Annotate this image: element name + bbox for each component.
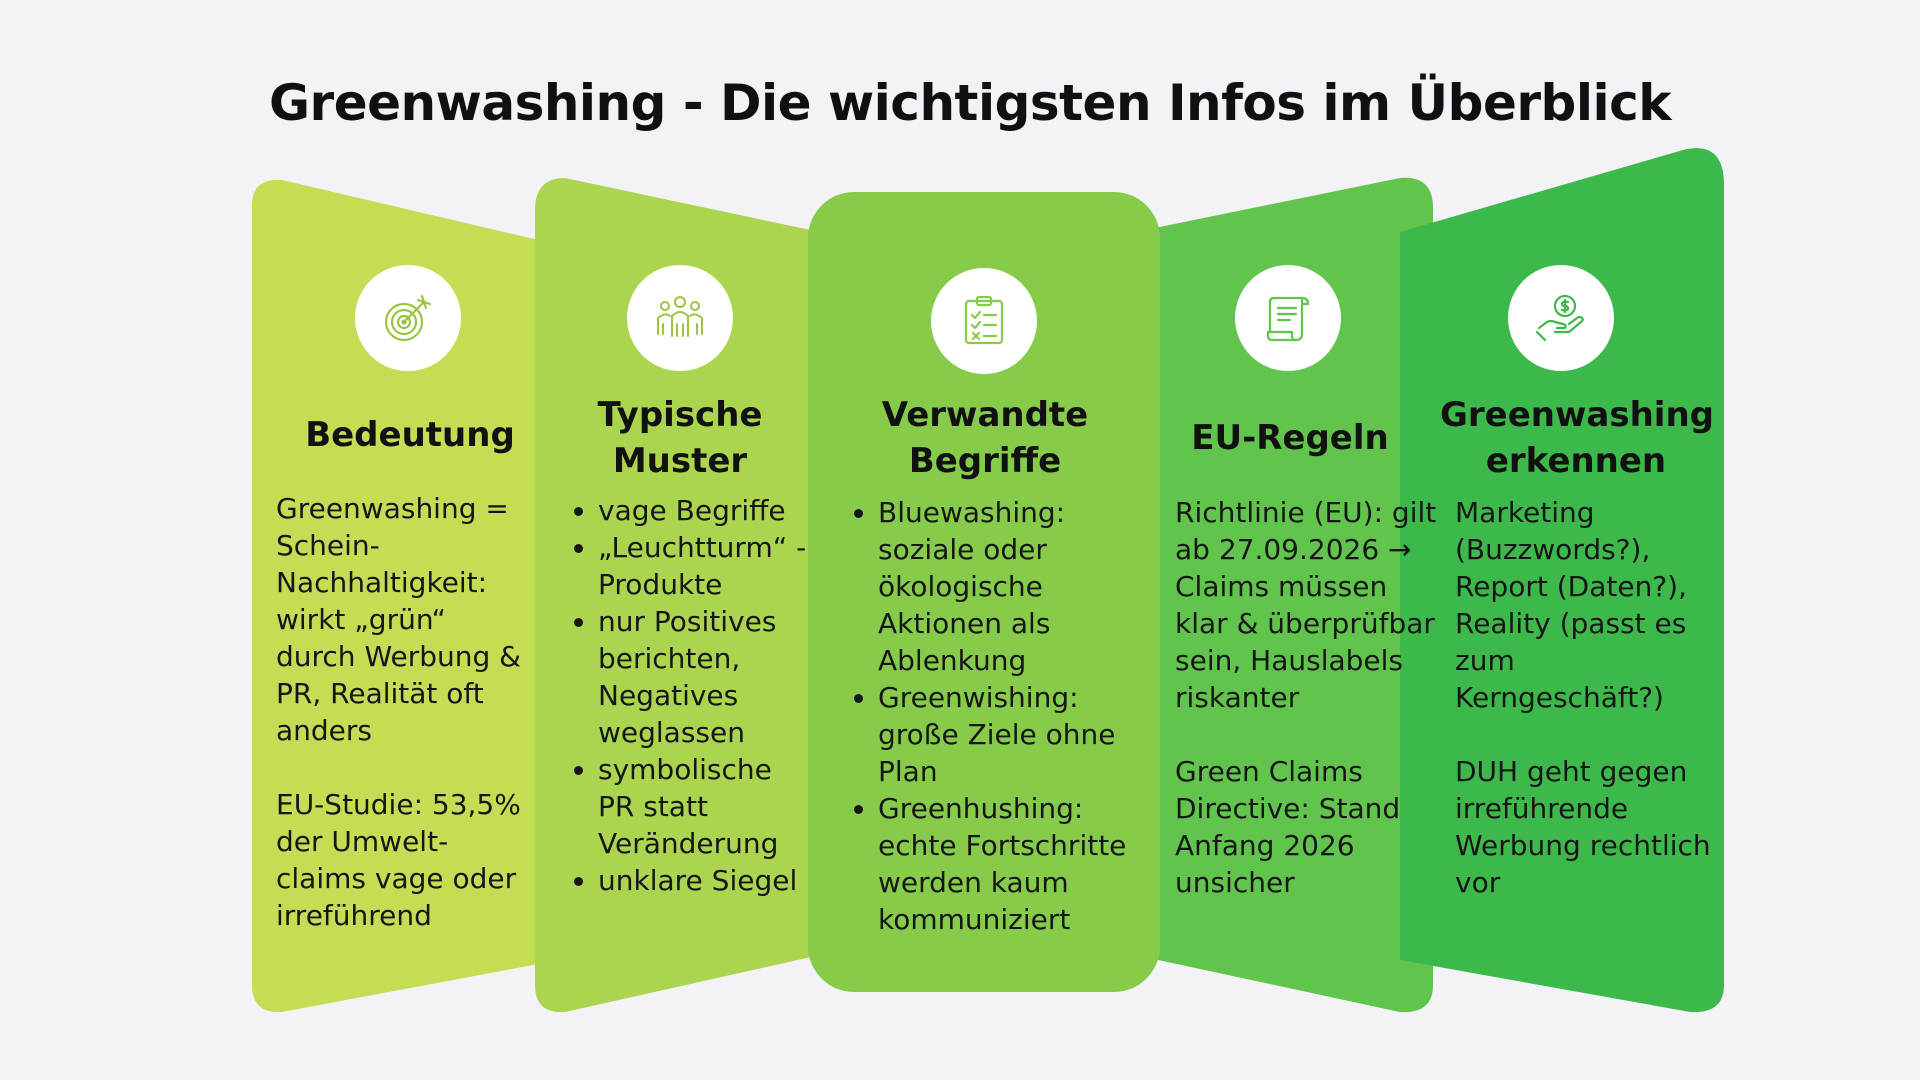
body-greenwashing-erkennen: Marketing (Buzzwords?), Report (Daten?),…	[1455, 494, 1717, 901]
muster-item: unklare Siegel	[598, 862, 808, 899]
muster-item: symbolische PR statt Veränderung	[598, 751, 808, 862]
panel-verwandte-begriffe	[808, 192, 1160, 992]
body-bedeutung: Greenwashing = Schein-Nachhaltigkeit: wi…	[276, 490, 526, 934]
heading-verwandte-begriffe: Verwandte Begriffe	[881, 395, 1089, 481]
begriffe-item: Bluewashing: soziale oder ökologische Ak…	[878, 494, 1144, 679]
page-title: Greenwashing - Die wichtigsten Infos im …	[269, 74, 1671, 132]
checklist-icon	[931, 268, 1037, 374]
document-scroll-icon	[1235, 265, 1341, 371]
panel-erkennen	[1400, 148, 1724, 1013]
muster-item: nur Positives berichten, Negatives wegla…	[598, 603, 808, 751]
erkennen-paragraph-2: DUH geht gegen irreführende Werbung rech…	[1455, 755, 1711, 899]
team-icon	[627, 265, 733, 371]
begriffe-item: Greenwishing: große Ziele ohne Plan	[878, 679, 1144, 790]
body-typische-muster: vage Begriffe „Leuchtturm“ -Produkte nur…	[568, 492, 808, 899]
erkennen-paragraph-1: Marketing (Buzzwords?), Report (Daten?),…	[1455, 496, 1687, 714]
money-hand-icon	[1508, 265, 1614, 371]
panel-eu-regeln	[1135, 177, 1433, 1013]
body-verwandte-begriffe: Bluewashing: soziale oder ökologische Ak…	[848, 494, 1144, 938]
muster-item: „Leuchtturm“ -Produkte	[598, 529, 808, 603]
panel-bedeutung	[252, 179, 560, 1013]
body-eu-regeln: Richtlinie (EU): gilt ab 27.09.2026 → Cl…	[1175, 494, 1437, 901]
heading-typische-muster: Typische Muster	[597, 395, 763, 481]
eu-regeln-paragraph-2: Green Claims Directive: Stand Anfang 202…	[1175, 755, 1401, 899]
heading-eu-regeln: EU-Regeln	[1191, 418, 1389, 458]
eu-regeln-paragraph-1: Richtlinie (EU): gilt ab 27.09.2026 → Cl…	[1175, 496, 1437, 714]
heading-greenwashing-erkennen: Greenwashing erkennen	[1440, 395, 1714, 481]
muster-item: vage Begriffe	[598, 492, 808, 529]
bedeutung-paragraph-2: EU-Studie: 53,5% der Umwelt-claims vage …	[276, 788, 521, 932]
target-icon	[355, 265, 461, 371]
heading-bedeutung: Bedeutung	[305, 415, 515, 455]
bedeutung-paragraph-1: Greenwashing = Schein-Nachhaltigkeit: wi…	[276, 492, 522, 747]
begriffe-item: Greenhushing: echte Fortschritte werden …	[878, 790, 1144, 938]
panel-typische-muster	[535, 178, 820, 1013]
